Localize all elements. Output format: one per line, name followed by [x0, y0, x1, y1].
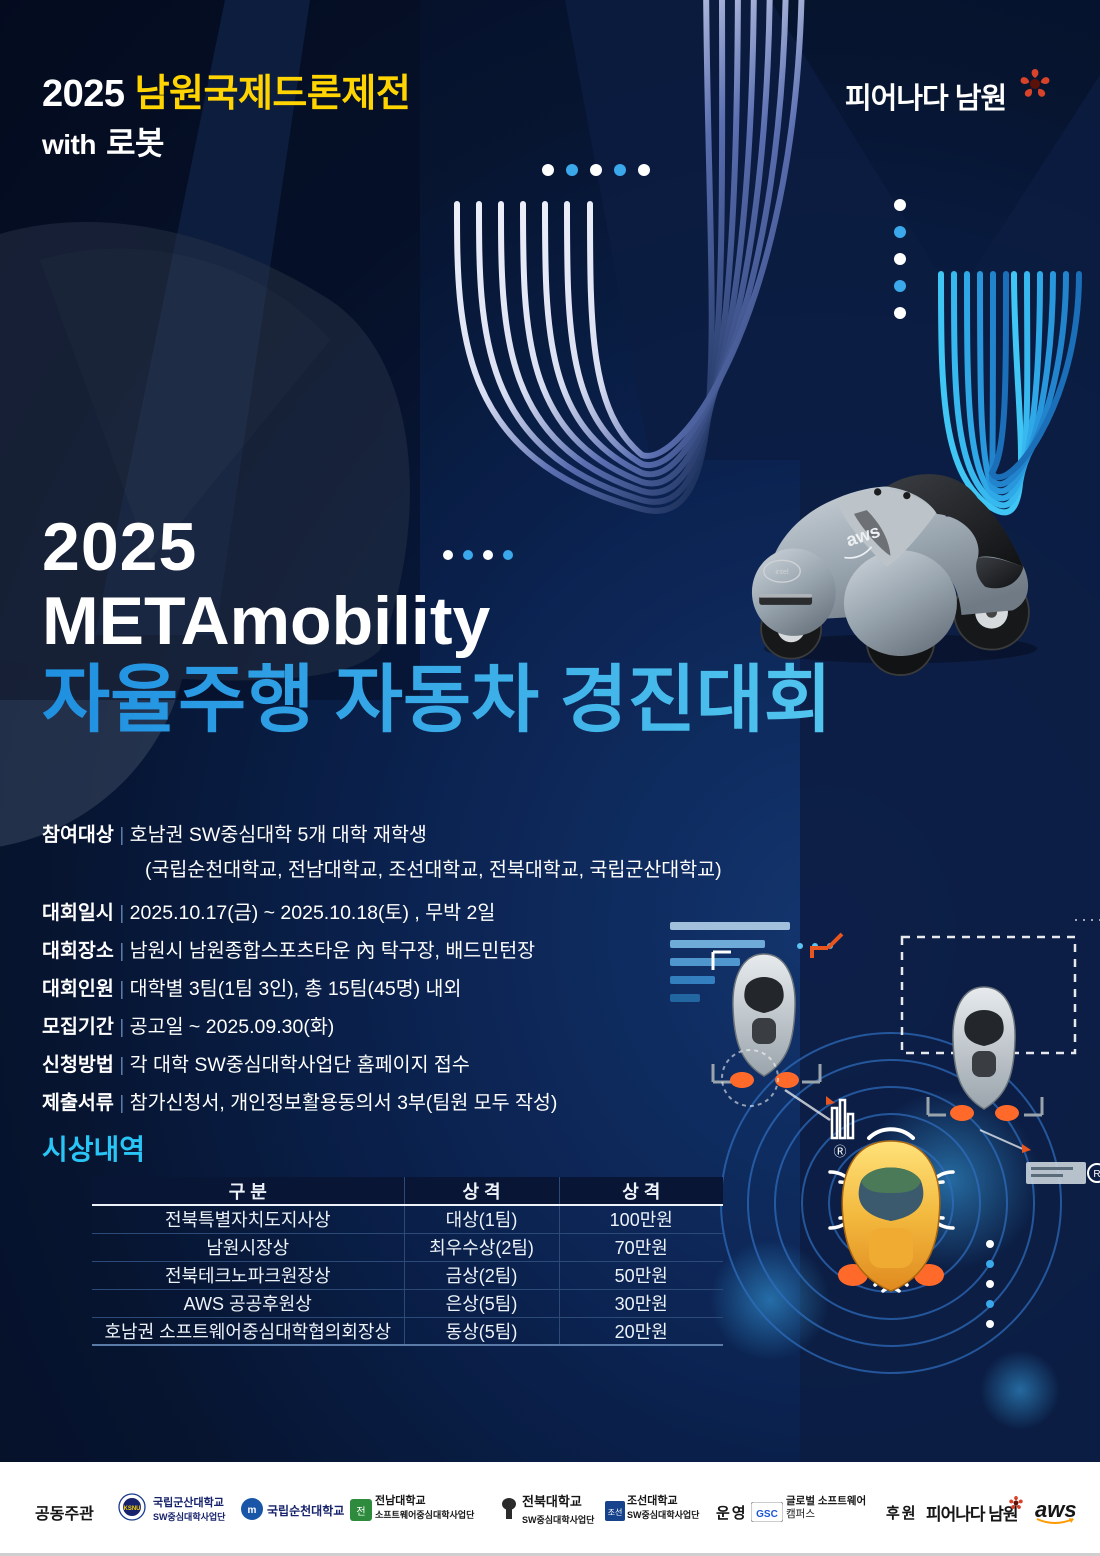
svg-text:전: 전 — [356, 1506, 365, 1518]
svg-text:Ⓡ: Ⓡ — [833, 1144, 846, 1159]
svg-text:R: R — [1093, 1169, 1100, 1180]
svg-text:m: m — [248, 1505, 257, 1516]
svg-text:KSNU: KSNU — [123, 1506, 140, 1512]
svg-text:GSC: GSC — [756, 1509, 778, 1520]
svg-text:조선: 조선 — [608, 1508, 623, 1517]
